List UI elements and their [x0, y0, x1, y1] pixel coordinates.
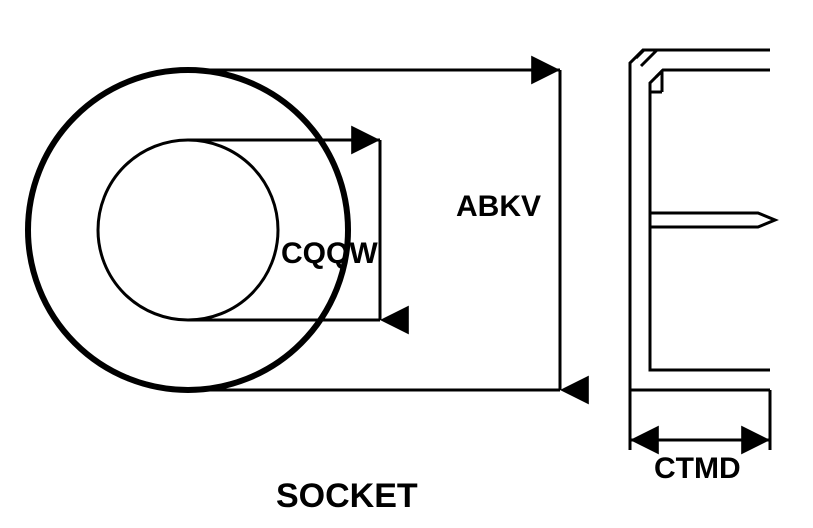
inner-circle	[98, 140, 278, 320]
label-inner-dim: CQQW	[281, 237, 378, 271]
label-outer-dim: ABKV	[456, 190, 541, 224]
side-view	[630, 50, 775, 390]
outer-circle	[28, 70, 348, 390]
diagram-svg	[0, 0, 813, 528]
diagram-canvas: ABKV CQQW CTMD SOCKET	[0, 0, 813, 528]
diagram-title: SOCKET	[276, 477, 418, 516]
label-depth-dim: CTMD	[654, 452, 741, 486]
